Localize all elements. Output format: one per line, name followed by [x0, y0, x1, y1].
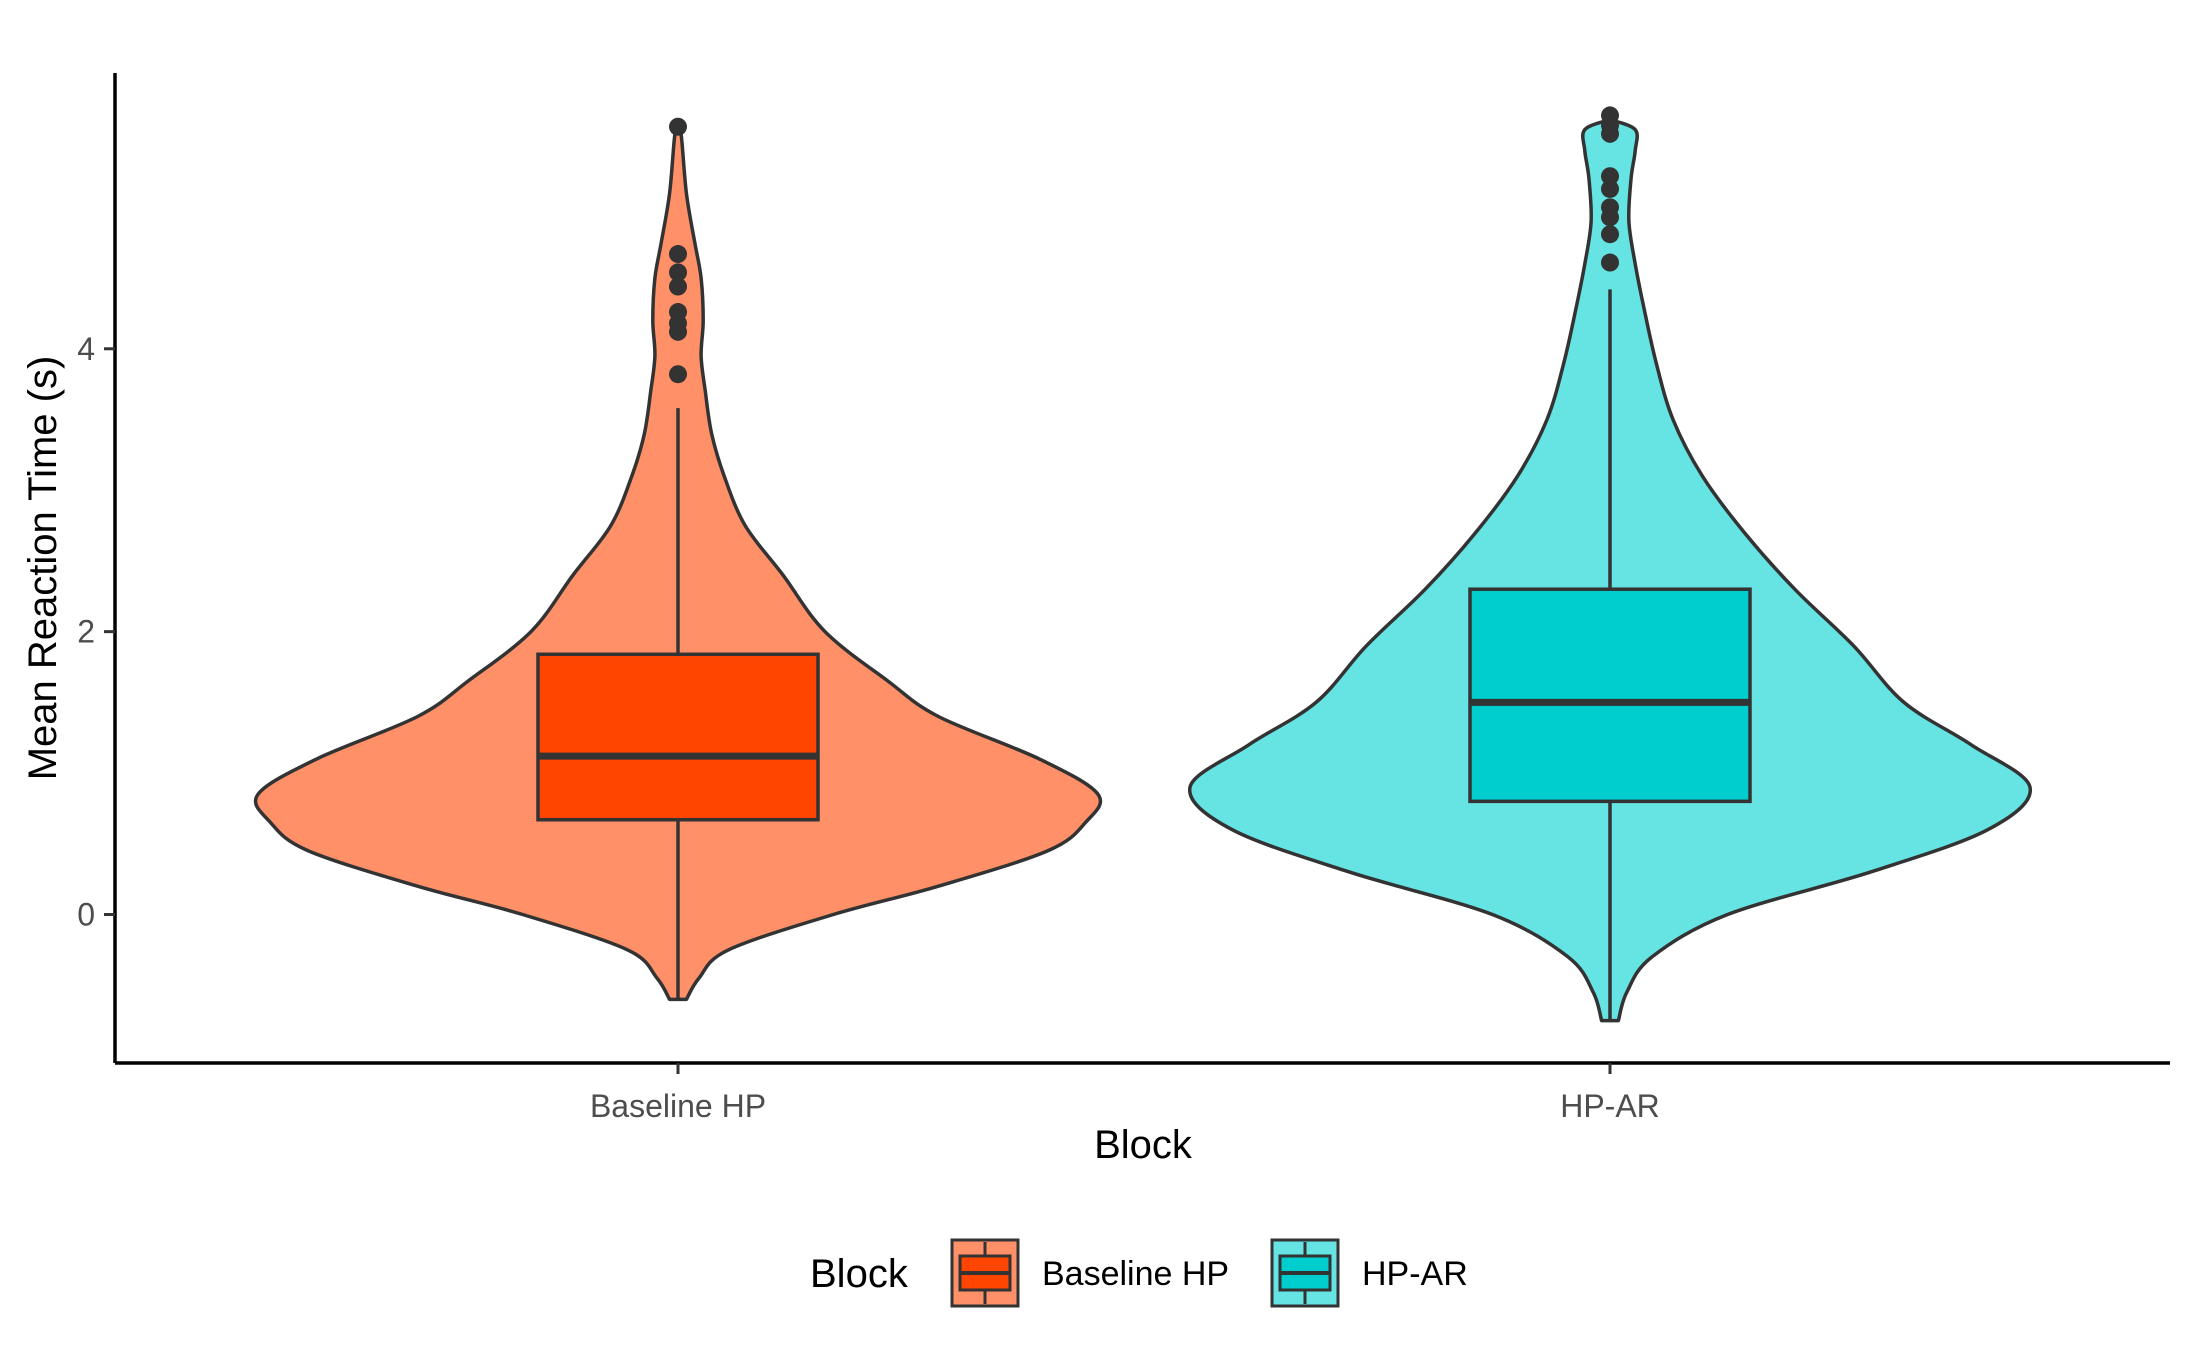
outlier-point — [1601, 253, 1619, 272]
y-tick-label: 4 — [77, 331, 95, 367]
legend-key — [1270, 1238, 1340, 1308]
legend: Block Baseline HP HP-AR — [810, 1238, 1468, 1308]
outlier-point — [1601, 106, 1619, 125]
y-tick-label: 0 — [77, 897, 95, 933]
outlier-point — [1601, 167, 1619, 186]
violin-group-baseline-hp — [253, 117, 1103, 1002]
x-axis-title: Block — [1094, 1123, 1193, 1167]
outlier-point — [1601, 225, 1619, 244]
violin-group-hp-ar — [1188, 106, 2032, 1023]
legend-title: Block — [810, 1252, 909, 1296]
outlier-point — [669, 303, 687, 322]
y-tick-label: 2 — [77, 614, 95, 650]
legend-label: Baseline HP — [1042, 1255, 1229, 1293]
legend-key — [950, 1238, 1020, 1308]
outlier-point — [1601, 179, 1619, 198]
outlier-point — [1601, 198, 1619, 217]
legend-items: Baseline HP HP-AR — [950, 1238, 1468, 1308]
box-iqr — [1468, 587, 1752, 804]
outlier-point — [669, 277, 687, 296]
outlier-point — [669, 117, 687, 136]
outlier-point — [669, 365, 687, 384]
x-tick-label: Baseline HP — [590, 1088, 766, 1124]
legend-label: HP-AR — [1362, 1255, 1468, 1293]
y-axis-ticks: 0 2 4 — [77, 331, 115, 933]
x-tick-label: HP-AR — [1560, 1088, 1660, 1124]
y-axis-title: Mean Reaction Time (s) — [21, 356, 65, 781]
box-iqr — [536, 652, 820, 822]
plot-area — [253, 106, 2032, 1023]
x-axis-ticks: Baseline HP HP-AR — [590, 1063, 1660, 1124]
outlier-point — [669, 245, 687, 264]
outlier-point — [669, 263, 687, 282]
